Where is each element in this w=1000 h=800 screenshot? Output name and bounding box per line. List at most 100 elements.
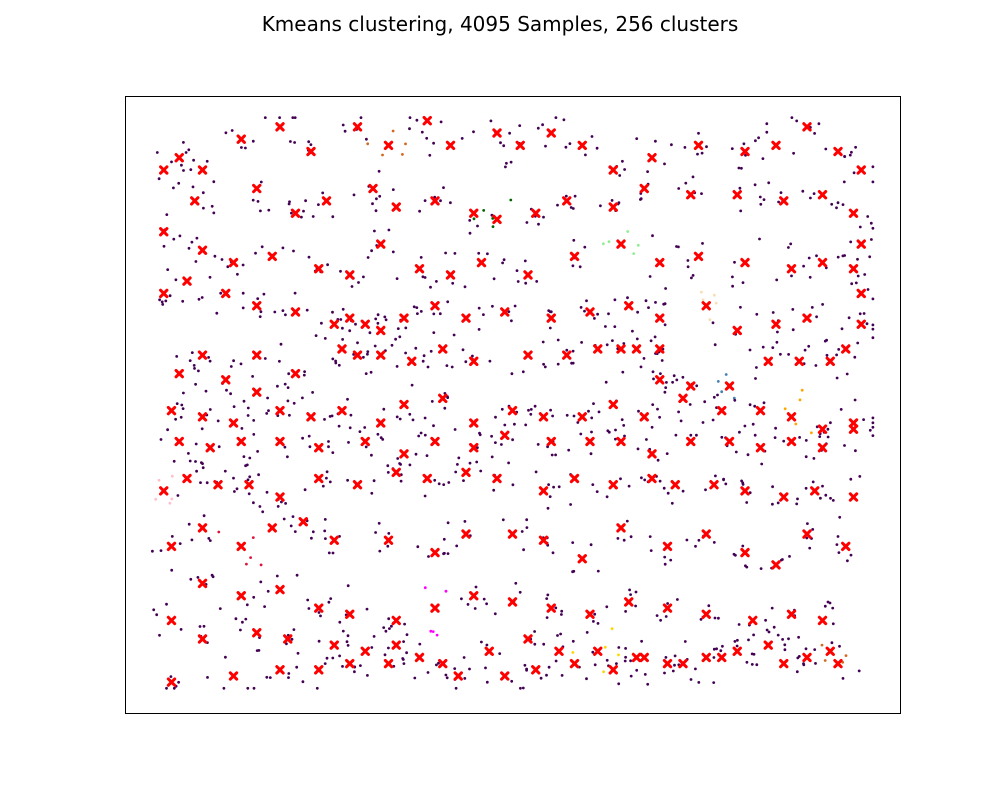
- sample-point: [527, 408, 530, 412]
- sample-point: [418, 209, 421, 213]
- centroid-marker: [724, 436, 735, 447]
- centroid-marker: [174, 153, 184, 163]
- sample-point: [338, 620, 342, 624]
- sample-point: [663, 555, 667, 559]
- sample-point: [242, 399, 246, 403]
- centroid-marker: [686, 381, 696, 391]
- centroid-marker: [376, 325, 386, 336]
- sample-point: [247, 492, 251, 496]
- sample-point: [246, 406, 250, 410]
- sample-point: [331, 357, 335, 361]
- centroid-marker: [717, 405, 727, 416]
- sample-point: [663, 390, 667, 394]
- sample-point: [175, 402, 179, 405]
- sample-point: [199, 481, 202, 484]
- centroid-marker: [492, 128, 502, 138]
- centroid-marker: [709, 480, 719, 490]
- sample-point: [518, 590, 522, 594]
- sample-point: [446, 521, 450, 525]
- sample-point: [795, 670, 799, 674]
- centroid-marker: [314, 665, 324, 675]
- sample-point: [435, 663, 438, 667]
- sample-point: [217, 445, 221, 449]
- sample-point: [387, 532, 391, 535]
- sample-point: [468, 667, 471, 671]
- sample-point: [613, 325, 617, 328]
- centroid-marker: [701, 301, 711, 311]
- sample-point: [695, 384, 699, 388]
- sample-point: [754, 377, 757, 380]
- sample-point: [485, 602, 488, 606]
- sample-point: [398, 335, 402, 339]
- sample-point: [181, 299, 185, 303]
- sample-point: [273, 310, 277, 314]
- centroid-marker: [515, 140, 525, 151]
- sample-point: [653, 335, 657, 339]
- sample-point: [590, 430, 593, 434]
- sample-point: [691, 274, 695, 277]
- sample-point: [457, 456, 461, 460]
- centroid-marker: [802, 122, 812, 132]
- sample-point: [323, 418, 326, 421]
- sample-point: [635, 337, 639, 341]
- sample-point: [377, 521, 381, 525]
- sample-point: [666, 491, 670, 495]
- sample-point: [249, 556, 253, 559]
- sample-point: [422, 354, 426, 358]
- sample-point: [401, 657, 405, 660]
- sample-point: [220, 258, 224, 261]
- sample-point: [664, 386, 668, 389]
- sample-point: [863, 273, 867, 276]
- sample-point: [679, 419, 683, 423]
- centroid-marker: [360, 646, 370, 656]
- centroid-marker: [577, 554, 587, 564]
- sample-point: [323, 662, 327, 665]
- sample-point: [170, 497, 174, 501]
- sample-point: [172, 186, 175, 190]
- sample-point: [807, 344, 811, 348]
- centroid-marker: [538, 412, 549, 422]
- sample-point: [404, 351, 407, 355]
- sample-point: [311, 215, 315, 218]
- sample-point: [722, 478, 725, 482]
- sample-point: [556, 338, 560, 342]
- sample-point: [345, 640, 349, 644]
- sample-point: [579, 306, 583, 309]
- sample-point: [363, 426, 367, 429]
- centroid-marker: [608, 165, 618, 175]
- sample-point: [868, 428, 872, 432]
- sample-point: [239, 362, 243, 366]
- centroid-marker: [779, 492, 789, 502]
- sample-point: [154, 497, 158, 501]
- centroid-marker: [252, 183, 262, 194]
- sample-point: [482, 597, 486, 601]
- sample-point: [337, 363, 341, 367]
- sample-point: [395, 365, 399, 368]
- centroid-marker: [469, 591, 479, 601]
- centroid-marker: [329, 319, 339, 329]
- centroid-marker: [182, 276, 192, 286]
- centroid-marker: [655, 375, 665, 385]
- sample-point: [724, 482, 728, 486]
- sample-point: [644, 299, 648, 303]
- sample-point: [233, 490, 236, 493]
- centroid-marker: [662, 541, 673, 552]
- sample-point: [595, 146, 599, 150]
- sample-point: [773, 436, 777, 439]
- sample-point: [327, 551, 331, 555]
- sample-point: [593, 663, 597, 667]
- sample-point: [172, 459, 176, 463]
- sample-point: [645, 438, 648, 441]
- sample-point: [386, 464, 390, 468]
- sample-point: [770, 606, 774, 610]
- centroid-marker: [221, 375, 231, 385]
- sample-point: [259, 563, 263, 567]
- sample-point: [554, 659, 558, 663]
- sample-point: [421, 359, 425, 363]
- sample-point: [331, 551, 335, 555]
- sample-point: [854, 145, 857, 149]
- sample-point: [501, 518, 505, 522]
- sample-point: [665, 381, 668, 384]
- sample-point: [761, 345, 765, 349]
- sample-point: [871, 434, 875, 437]
